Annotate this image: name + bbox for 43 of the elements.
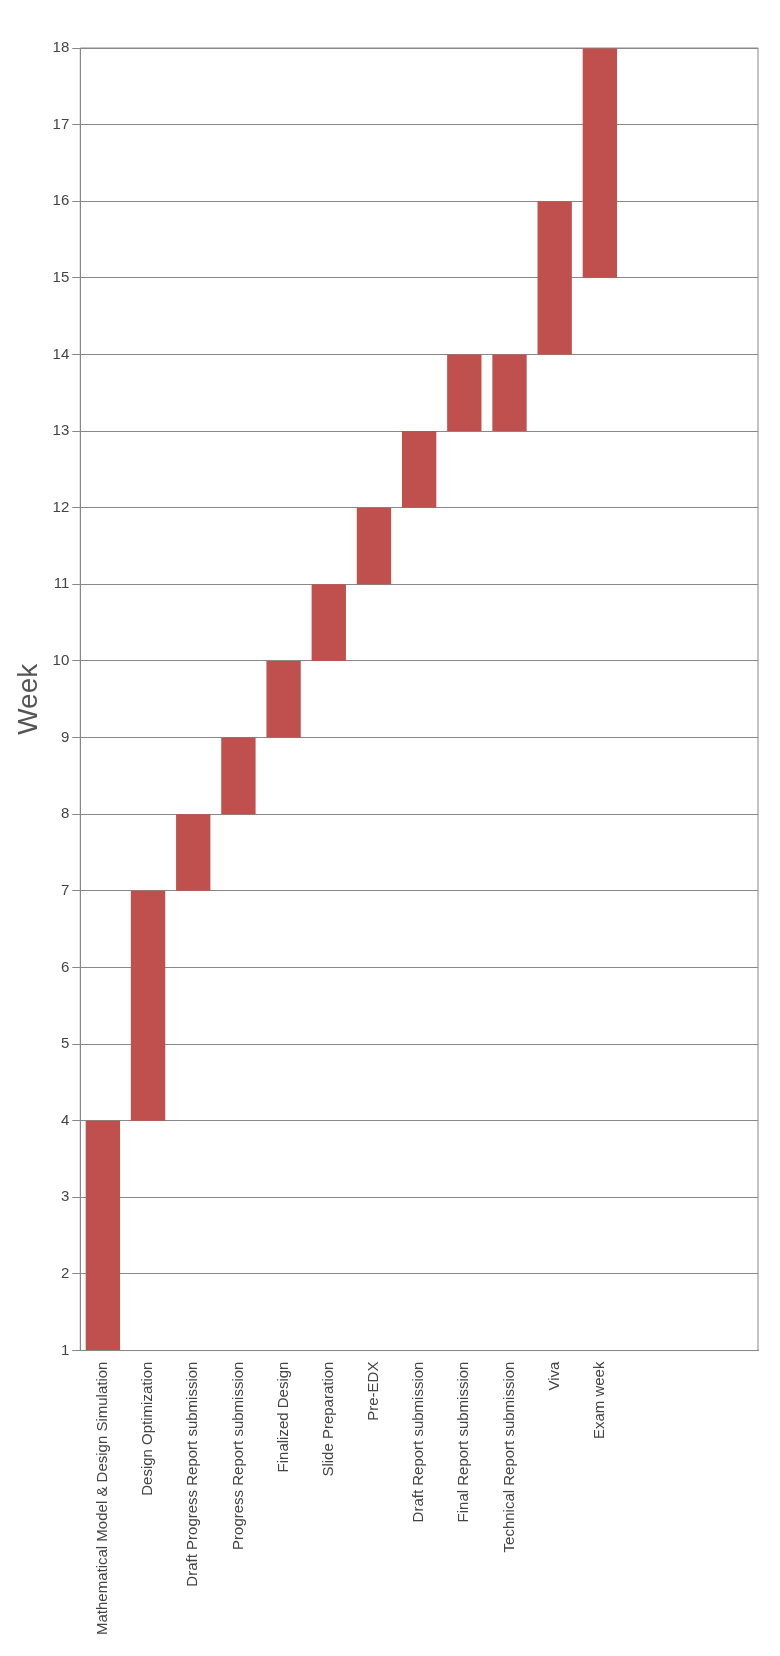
- bar: [221, 737, 256, 815]
- y-tick-label: 6: [60, 957, 70, 975]
- x-tick-label: Mathematical Model & Design Simulation: [93, 1361, 111, 1636]
- y-tick-label: 1: [60, 1340, 70, 1358]
- y-tick-label: 12: [52, 497, 70, 515]
- y-tick-label: 11: [53, 574, 70, 592]
- x-tick-label: Pre-EDX: [364, 1361, 382, 1421]
- bar: [447, 354, 482, 432]
- y-tick-label: 17: [52, 114, 70, 132]
- x-tick-label: Finalized Design: [273, 1361, 291, 1473]
- y-tick-label: 14: [52, 344, 70, 362]
- y-tick-label: 2: [60, 1264, 70, 1282]
- y-tick-label: 4: [60, 1110, 70, 1128]
- x-tick-label: Exam week: [590, 1361, 608, 1440]
- x-tick-label: Draft Report submission: [409, 1361, 427, 1523]
- y-tick-label: 3: [60, 1187, 70, 1205]
- y-tick-label: 8: [60, 804, 70, 822]
- x-tick-label: Slide Preparation: [318, 1361, 336, 1477]
- bar: [401, 431, 437, 508]
- x-tick-label: Design Optimization: [138, 1361, 156, 1496]
- y-tick-label: 16: [52, 191, 70, 209]
- bar: [266, 660, 301, 738]
- y-tick-label: 15: [52, 268, 70, 285]
- y-axis-title: Week: [11, 662, 43, 735]
- bar: [537, 201, 572, 355]
- bar: [130, 890, 166, 1121]
- x-tick-label: Viva: [544, 1360, 562, 1391]
- x-tick-label: Progress Report submission: [228, 1361, 246, 1550]
- y-tick-label: 5: [60, 1034, 70, 1052]
- bar: [492, 354, 527, 432]
- y-tick-label: 9: [60, 727, 70, 745]
- bar: [176, 814, 211, 891]
- y-tick-label: 18: [52, 38, 70, 56]
- bar: [311, 584, 346, 661]
- y-tick-label: 13: [52, 421, 70, 439]
- x-tick-label: Draft Progress Report submission: [183, 1361, 201, 1587]
- bar: [85, 1120, 121, 1351]
- x-tick-label: Final Report submission: [454, 1361, 472, 1523]
- bar: [582, 48, 618, 278]
- x-tick-label: Technical Report submission: [499, 1361, 517, 1553]
- bar: [356, 507, 392, 585]
- y-tick-label: 10: [52, 651, 70, 669]
- y-tick-label: 7: [60, 880, 70, 898]
